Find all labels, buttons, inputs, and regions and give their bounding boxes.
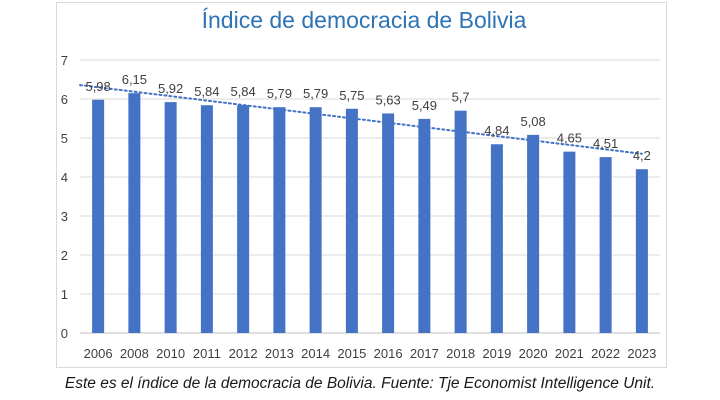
bar xyxy=(382,113,395,334)
data-label: 5,84 xyxy=(230,84,255,99)
x-tick-label: 2017 xyxy=(410,346,439,361)
data-label: 5,92 xyxy=(158,81,183,96)
x-tick-label: 2015 xyxy=(337,346,366,361)
bar xyxy=(237,105,250,334)
x-tick-label: 2023 xyxy=(627,346,656,361)
trendline xyxy=(79,84,643,155)
bar xyxy=(128,93,141,334)
x-tick-label: 2006 xyxy=(84,346,113,361)
data-label: 4,51 xyxy=(593,136,618,151)
data-label: 5,7 xyxy=(452,90,470,105)
data-label: 5,49 xyxy=(412,98,437,113)
data-label: 5,79 xyxy=(267,86,292,101)
data-label: 5,79 xyxy=(303,86,328,101)
x-tick-label: 2020 xyxy=(519,346,548,361)
chart-title: Índice de democracia de Bolivia xyxy=(202,7,527,33)
y-tick-label: 3 xyxy=(61,209,68,224)
figure-caption: Este es el índice de la democracia de Bo… xyxy=(64,375,656,392)
data-label: 5,08 xyxy=(520,114,545,129)
x-tick-label: 2013 xyxy=(265,346,294,361)
bar-chart: Índice de democracia de Bolivia 0 1 2 3 4 5 6 7… xyxy=(61,7,660,361)
x-tick-label: 2018 xyxy=(446,346,475,361)
x-tick-label: 2008 xyxy=(120,346,149,361)
bar xyxy=(490,144,503,333)
x-tick-label: 2014 xyxy=(301,346,330,361)
data-label: 5,98 xyxy=(85,79,110,94)
data-label: 5,63 xyxy=(375,92,400,107)
x-tick-label: 2010 xyxy=(156,346,185,361)
x-tick-label: 2016 xyxy=(374,346,403,361)
bar xyxy=(563,151,576,333)
x-tick-label: 2019 xyxy=(482,346,511,361)
data-label: 4,84 xyxy=(484,123,509,138)
bar xyxy=(164,102,177,334)
bar xyxy=(273,107,286,333)
y-tick-label: 7 xyxy=(61,53,68,68)
x-tick-label: 2021 xyxy=(555,346,584,361)
y-tick-label: 2 xyxy=(61,248,68,263)
data-label: 4,2 xyxy=(633,148,651,163)
y-tick-label: 4 xyxy=(61,170,68,185)
bar xyxy=(527,134,540,333)
bar xyxy=(309,107,322,333)
y-tick-label: 5 xyxy=(61,131,68,146)
y-tick-label: 1 xyxy=(61,287,68,302)
data-label: 5,84 xyxy=(194,84,219,99)
y-tick-label: 6 xyxy=(61,92,68,107)
data-label: 6,15 xyxy=(122,72,147,87)
bar xyxy=(92,99,105,333)
bar xyxy=(345,108,358,333)
data-label: 4,65 xyxy=(557,131,582,146)
bar xyxy=(454,110,467,333)
bar xyxy=(635,169,648,333)
data-label: 5,75 xyxy=(339,88,364,103)
bar xyxy=(418,118,431,333)
bar xyxy=(200,105,213,334)
x-tick-label: 2011 xyxy=(193,346,221,361)
bar xyxy=(599,157,612,333)
x-tick-label: 2012 xyxy=(229,346,258,361)
x-tick-label: 2022 xyxy=(591,346,620,361)
y-tick-label: 0 xyxy=(61,326,68,341)
